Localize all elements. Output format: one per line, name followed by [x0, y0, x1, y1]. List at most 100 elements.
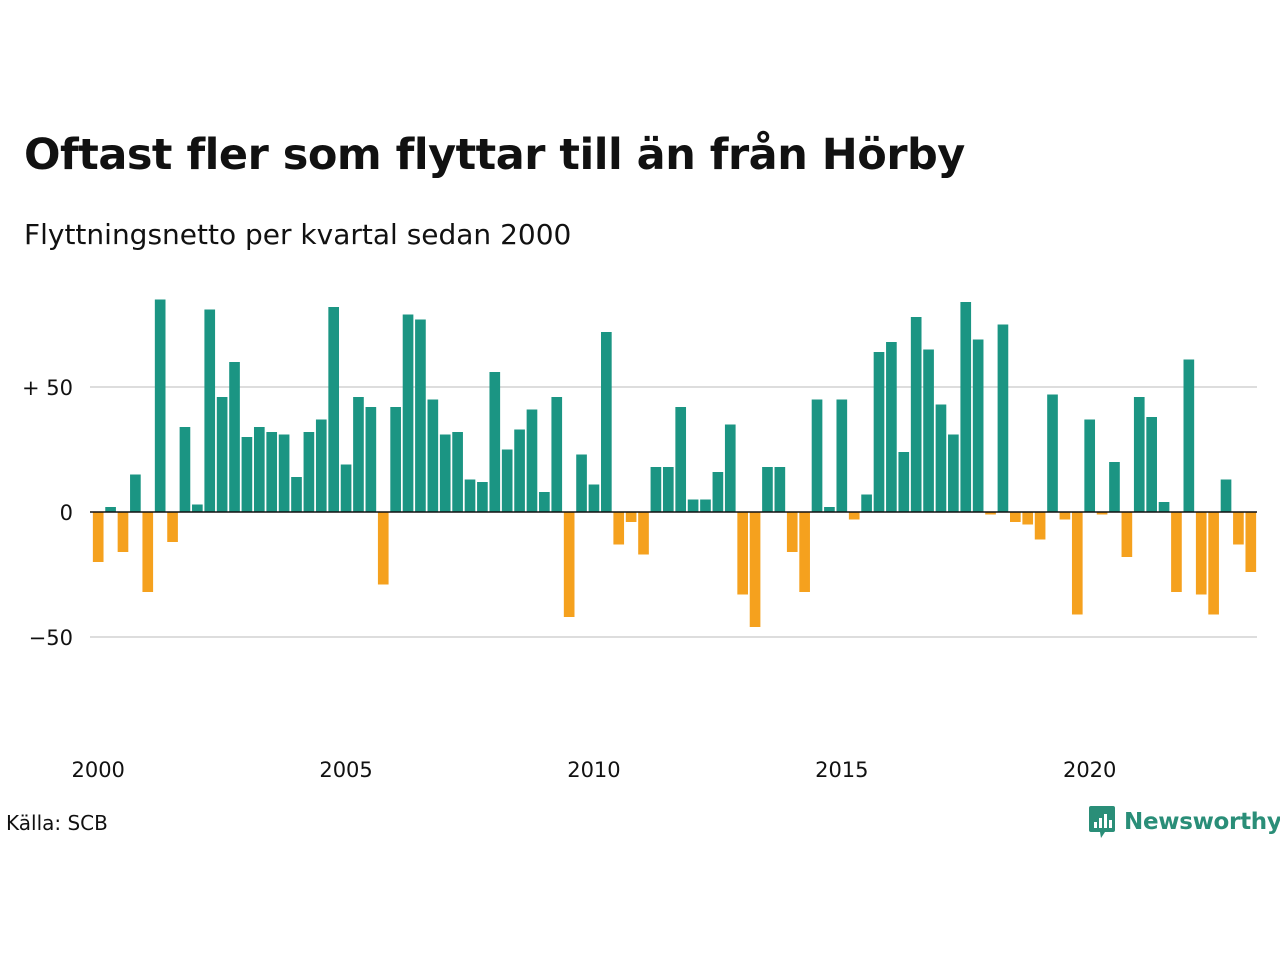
bar [241, 437, 253, 512]
bar [638, 512, 649, 555]
bar [700, 499, 711, 512]
bar [687, 499, 699, 512]
bar [749, 512, 761, 627]
bar [117, 512, 129, 552]
bar [1109, 462, 1120, 512]
bar [1158, 502, 1170, 512]
bar [1233, 512, 1244, 545]
bar [291, 477, 302, 512]
bar [1084, 419, 1096, 512]
bar [303, 432, 315, 512]
bar [415, 319, 426, 512]
bar [886, 342, 897, 512]
bar [1183, 359, 1195, 512]
bar [898, 452, 910, 512]
bar [142, 512, 154, 592]
bar [563, 512, 575, 617]
bar [576, 454, 587, 512]
bar [1245, 512, 1257, 572]
grid-lines [90, 386, 1257, 638]
bars [90, 299, 1257, 627]
x-tick-label: 2000 [71, 758, 124, 782]
bar [377, 512, 389, 585]
bar [514, 429, 525, 512]
bar [92, 512, 104, 562]
bar [923, 349, 934, 512]
bar [1208, 512, 1219, 615]
logo-text: Newsworthy [1124, 809, 1280, 835]
bar [799, 512, 810, 592]
bar [985, 512, 996, 515]
bar [712, 472, 724, 512]
bar [1171, 512, 1182, 592]
bar [1071, 512, 1083, 615]
bar [861, 494, 872, 512]
y-axis-labels: + 50 0 −50 [22, 376, 73, 650]
bar [192, 504, 203, 512]
bar [588, 484, 600, 512]
bar [452, 432, 463, 512]
bar [390, 407, 401, 512]
bar [365, 407, 377, 512]
bar [724, 424, 736, 512]
bar [1059, 512, 1071, 520]
bar [613, 512, 625, 545]
bar [328, 307, 340, 512]
bar [439, 434, 451, 512]
bar [836, 399, 848, 512]
bar [650, 467, 662, 512]
bar [1133, 397, 1145, 512]
bar [848, 512, 860, 520]
y-tick-label: −50 [29, 626, 73, 650]
bar [179, 427, 191, 512]
bar [601, 332, 612, 512]
x-tick-label: 2020 [1063, 758, 1116, 782]
bar [675, 407, 687, 512]
y-tick-label: + 50 [22, 376, 73, 400]
bar [910, 317, 922, 512]
bar [229, 362, 240, 512]
bar [315, 419, 327, 512]
bar [873, 352, 885, 512]
bar [427, 399, 439, 512]
bar [960, 302, 972, 512]
bar [340, 464, 352, 512]
x-tick-label: 2010 [567, 758, 620, 782]
bar [1146, 417, 1157, 512]
bar [935, 404, 947, 512]
bar [1047, 394, 1058, 512]
x-axis-labels: 2000 2005 2010 2015 2020 [71, 758, 1116, 782]
bar [1195, 512, 1207, 595]
bar [266, 432, 278, 512]
newsworthy-logo: Newsworthy [1088, 804, 1280, 840]
bar [501, 449, 513, 512]
bar [353, 397, 364, 512]
bar [204, 309, 216, 512]
bar [1010, 512, 1021, 522]
chart-subtitle: Flyttningsnetto per kvartal sedan 2000 [24, 218, 572, 251]
bar [551, 397, 563, 512]
bar [811, 399, 823, 512]
bar [737, 512, 748, 595]
bar [625, 512, 637, 522]
bar [253, 427, 265, 512]
bar [1022, 512, 1034, 525]
bar [1096, 512, 1108, 515]
x-tick-label: 2005 [319, 758, 372, 782]
bar [130, 474, 141, 512]
bar [477, 482, 488, 512]
bar [1220, 479, 1232, 512]
bar [526, 409, 538, 512]
newsworthy-logo-icon [1089, 806, 1115, 838]
y-tick-label: 0 [60, 501, 73, 525]
x-tick-label: 2015 [815, 758, 868, 782]
bar [167, 512, 178, 542]
bar [154, 299, 166, 512]
bar [786, 512, 798, 552]
bar [402, 314, 414, 512]
bar [662, 467, 674, 512]
bar [948, 434, 959, 512]
bar [278, 434, 290, 512]
bar [824, 507, 835, 512]
